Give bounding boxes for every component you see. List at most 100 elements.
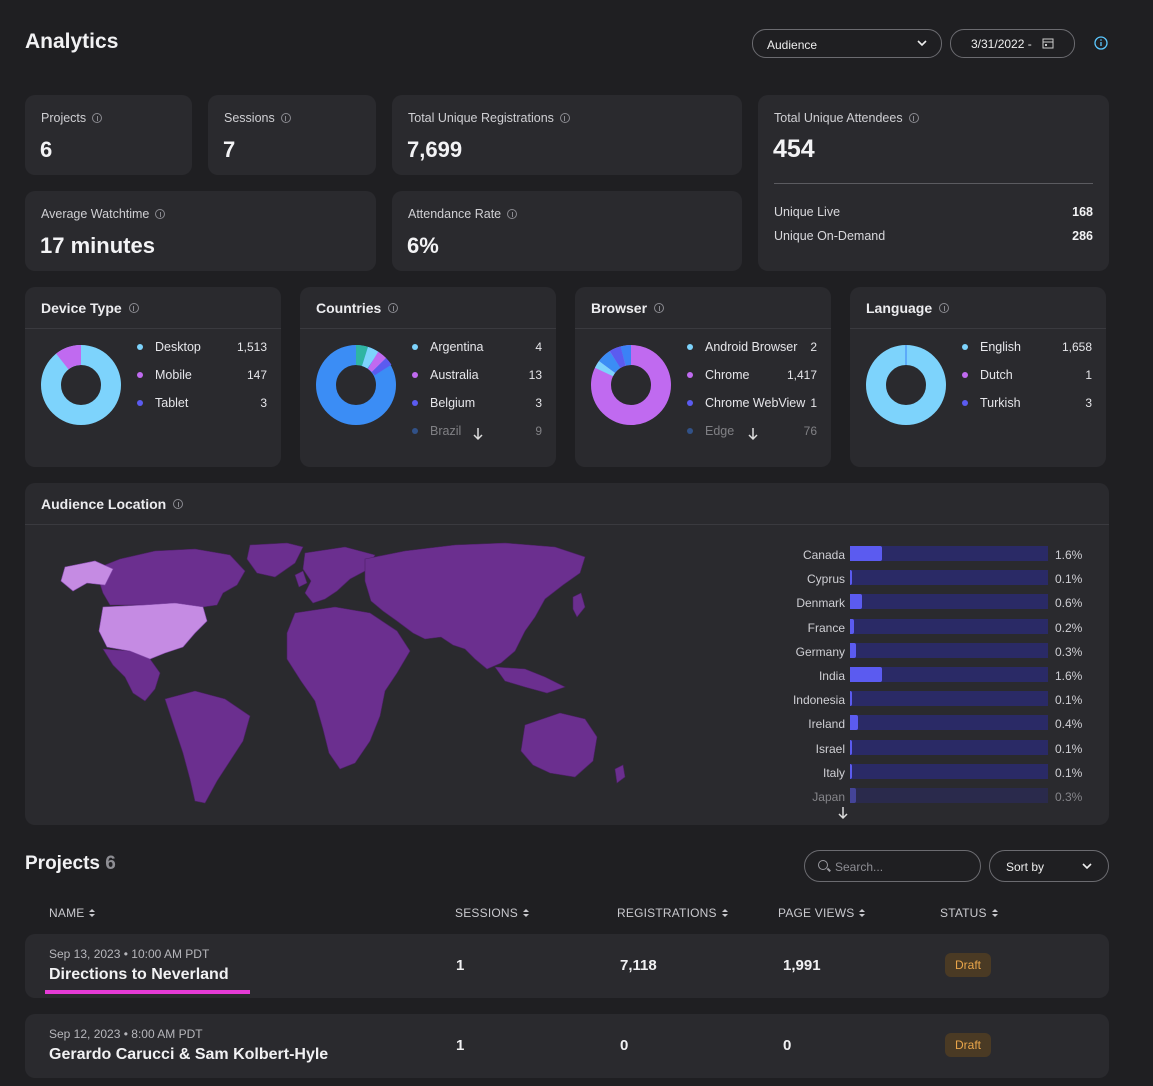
legend-item: Turkish 3 <box>962 395 1092 411</box>
table-row[interactable]: Sep 12, 2023 • 8:00 AM PDT Gerardo Caruc… <box>25 1014 1109 1078</box>
legend-dot <box>137 400 143 406</box>
stat-card-sessions: Sessions 7 <box>208 95 376 175</box>
project-sessions: 1 <box>456 1037 465 1054</box>
project-name[interactable]: Directions to Neverland <box>49 966 229 983</box>
legend-label: Turkish <box>980 396 1021 410</box>
legend-item: Australia 13 <box>412 367 542 383</box>
language-card: Language English 1,658 Dutch 1 Turkish 3 <box>850 287 1106 467</box>
stat-value: 7 <box>223 137 236 162</box>
stat-card-watchtime: Average Watchtime 17 minutes <box>25 191 376 271</box>
location-bar-track <box>850 618 1048 634</box>
stat-value: 7,699 <box>407 137 463 162</box>
location-bar-track <box>850 667 1048 682</box>
info-icon[interactable] <box>388 303 399 313</box>
unique-live-label: Unique Live <box>774 205 841 219</box>
location-bar-row: Italy 0.1% <box>760 763 1090 780</box>
table-row[interactable]: Sep 13, 2023 • 10:00 AM PDT Directions t… <box>25 934 1109 998</box>
scroll-down-icon[interactable] <box>747 427 759 441</box>
location-bar-track <box>850 788 1048 803</box>
legend-value: 3 <box>535 396 542 410</box>
stat-label: Attendance Rate <box>408 207 502 221</box>
sort-label: Sort by <box>1006 860 1045 874</box>
column-label: NAME <box>49 906 85 920</box>
info-icon[interactable] <box>280 113 291 123</box>
legend-label: Desktop <box>155 340 201 354</box>
location-bar-row: Cyprus 0.1% <box>760 570 1090 586</box>
highlight-underline <box>45 990 250 994</box>
location-bar-track <box>850 715 1048 731</box>
column-label: REGISTRATIONS <box>617 906 717 920</box>
legend-item: English 1,658 <box>962 339 1092 355</box>
info-icon[interactable] <box>559 113 570 123</box>
card-header <box>300 287 556 329</box>
location-country: Indonesia <box>792 693 845 708</box>
legend-value: 1,658 <box>1061 340 1092 354</box>
search-placeholder: Search... <box>835 860 884 874</box>
column-header-page-views[interactable]: PAGE VIEWS <box>778 906 866 920</box>
legend-value: 1 <box>810 396 817 410</box>
info-icon[interactable] <box>155 209 166 219</box>
legend-item: Edge 76 <box>687 423 817 439</box>
language-donut-chart <box>866 345 946 425</box>
legend-value: 3 <box>260 396 267 410</box>
sort-icon <box>721 908 728 918</box>
stat-card-projects: Projects 6 <box>25 95 192 175</box>
location-bar-row: Ireland 0.4% <box>760 715 1090 731</box>
column-header-sessions[interactable]: SESSIONS <box>455 906 529 920</box>
info-icon[interactable] <box>1094 36 1108 50</box>
stat-value: 17 minutes <box>40 233 155 258</box>
legend-value: 9 <box>535 424 542 438</box>
info-icon[interactable] <box>507 209 518 219</box>
column-header-status[interactable]: STATUS <box>940 906 998 920</box>
location-bar-track <box>850 763 1048 779</box>
column-header-registrations[interactable]: REGISTRATIONS <box>617 906 728 920</box>
date-range-picker[interactable]: 3/31/2022 - <box>950 29 1075 58</box>
legend-dot <box>962 344 968 350</box>
location-bar <box>850 570 852 586</box>
info-icon[interactable] <box>92 113 103 123</box>
info-icon[interactable] <box>654 303 665 313</box>
location-bar <box>850 739 852 755</box>
stat-card-registrations: Total Unique Registrations 7,699 <box>392 95 742 175</box>
project-name[interactable]: Gerardo Carucci & Sam Kolbert-Hyle <box>49 1046 329 1063</box>
search-input[interactable]: Search... <box>804 850 981 882</box>
legend-dot <box>412 344 418 350</box>
unique-ondemand-row: Unique On-Demand 286 <box>774 229 1093 243</box>
stat-label: Total Unique Registrations <box>408 111 554 125</box>
location-bar <box>850 642 856 658</box>
legend-label: Dutch <box>980 368 1013 382</box>
audience-dropdown[interactable]: Audience <box>752 29 942 58</box>
legend-label: Brazil <box>430 424 462 438</box>
legend-dot <box>412 400 418 406</box>
project-date: Sep 12, 2023 • 8:00 AM PDT <box>49 1027 203 1041</box>
location-percent: 0.1% <box>1055 765 1083 780</box>
browser-donut-chart <box>591 345 671 425</box>
legend-dot <box>412 428 418 434</box>
column-header-name[interactable]: NAME <box>49 906 96 920</box>
scroll-down-icon[interactable] <box>837 806 849 823</box>
card-title: Countries <box>316 300 382 316</box>
sort-dropdown[interactable]: Sort by <box>989 850 1109 882</box>
location-country: Japan <box>812 790 845 804</box>
legend-label: English <box>980 340 1021 354</box>
legend-dot <box>137 372 143 378</box>
legend-item: Mobile 147 <box>137 367 267 383</box>
info-icon[interactable] <box>173 499 184 509</box>
location-bar-row: Japan 0.3% <box>760 788 1090 804</box>
location-country: India <box>818 669 845 683</box>
legend-value: 3 <box>1085 396 1092 410</box>
legend-value: 1,417 <box>786 368 817 382</box>
divider <box>774 183 1093 184</box>
legend-dot <box>962 372 968 378</box>
legend-value: 76 <box>803 424 817 438</box>
location-country: Cyprus <box>806 572 845 587</box>
info-icon[interactable] <box>128 303 139 313</box>
info-icon[interactable] <box>908 113 919 123</box>
chevron-down-icon <box>1082 863 1092 870</box>
scroll-down-icon[interactable] <box>472 427 484 441</box>
unique-ondemand-label: Unique On-Demand <box>774 229 886 243</box>
legend-value: 1 <box>1085 368 1092 382</box>
info-icon[interactable] <box>939 303 950 313</box>
location-bar-row: Indonesia 0.1% <box>760 691 1090 707</box>
legend-item: Desktop 1,513 <box>137 339 267 355</box>
